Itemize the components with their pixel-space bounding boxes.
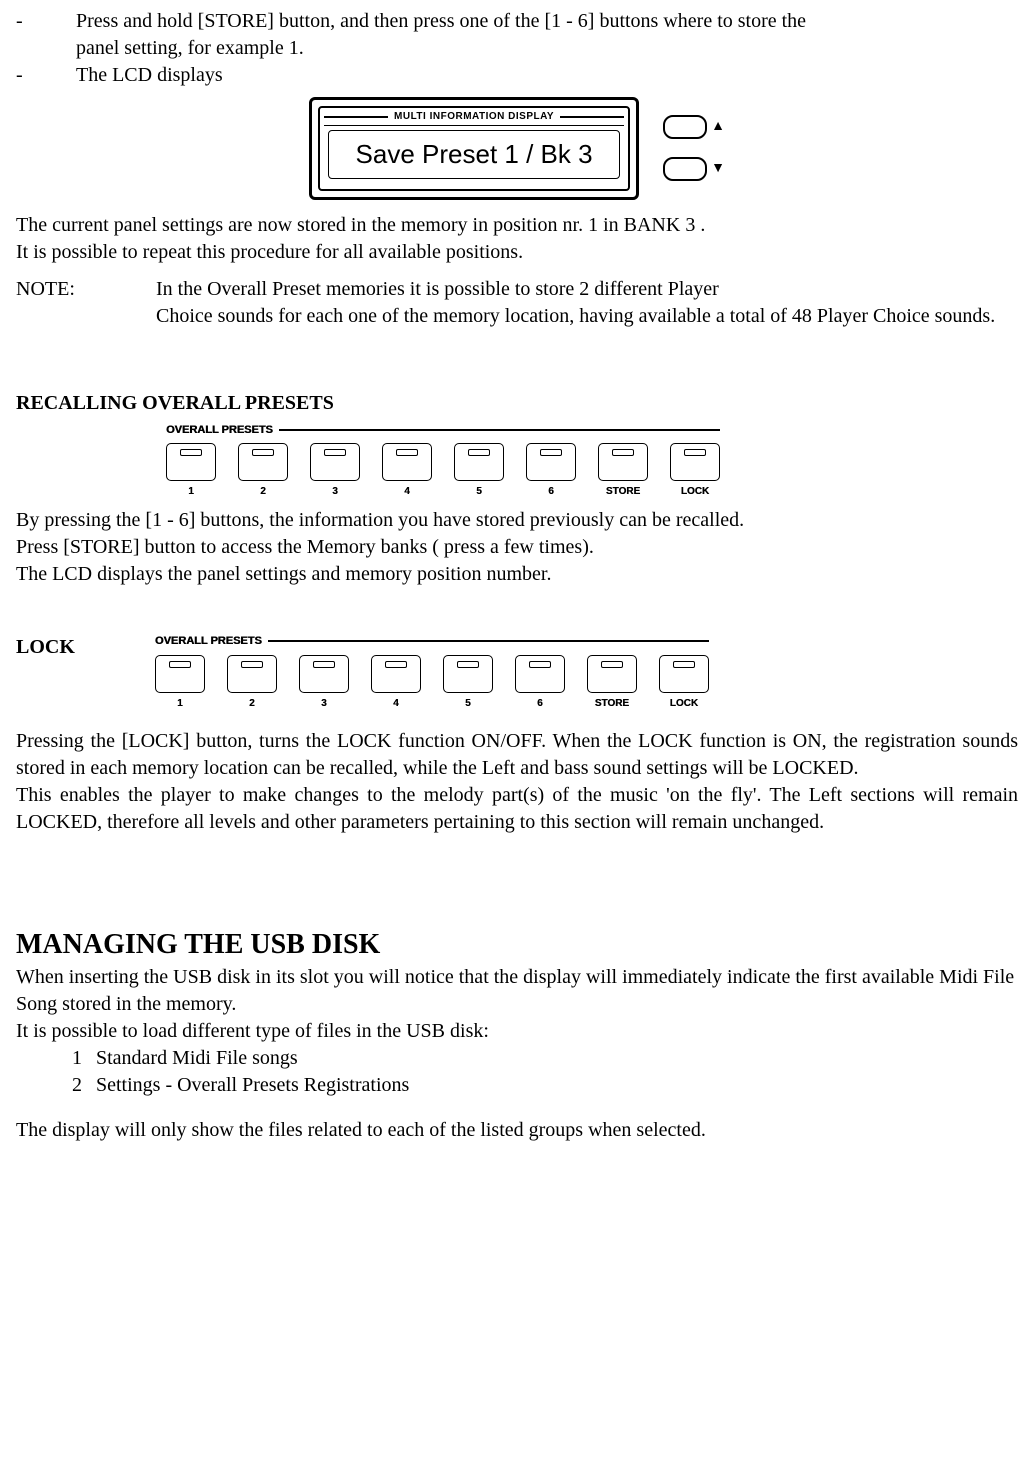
preset-4-button[interactable] bbox=[382, 443, 432, 481]
triangle-down-icon: ▼ bbox=[711, 160, 725, 179]
preset-3-button[interactable] bbox=[299, 655, 349, 693]
body-text: Choice sounds for each one of the memory… bbox=[156, 303, 1018, 330]
panel-header: OVERALL PRESETS bbox=[166, 423, 720, 438]
lcd-header-text: MULTI INFORMATION DISPLAY bbox=[394, 110, 554, 124]
dash: - bbox=[16, 8, 76, 62]
label: LOCK bbox=[681, 485, 709, 499]
lcd-nav-buttons: ▲ ▼ bbox=[663, 115, 725, 181]
lcd-frame: MULTI INFORMATION DISPLAY Save Preset 1 … bbox=[309, 97, 639, 200]
label: 4 bbox=[393, 697, 399, 711]
list-item: - The LCD displays bbox=[16, 62, 1018, 89]
label: 1 bbox=[188, 485, 194, 499]
preset-1-button[interactable] bbox=[155, 655, 205, 693]
body-text: This enables the player to make changes … bbox=[16, 782, 1018, 836]
preset-2-button[interactable] bbox=[238, 443, 288, 481]
preset-2-button[interactable] bbox=[227, 655, 277, 693]
label: STORE bbox=[595, 697, 629, 711]
lock-button[interactable] bbox=[670, 443, 720, 481]
section-heading: LOCK bbox=[16, 628, 75, 661]
section-heading: MANAGING THE USB DISK bbox=[16, 926, 1018, 964]
note-block: NOTE: In the Overall Preset memories it … bbox=[16, 276, 1018, 330]
store-button[interactable] bbox=[587, 655, 637, 693]
label: 4 bbox=[404, 485, 410, 499]
overall-presets-panel: OVERALL PRESETS 1 2 3 4 5 6 STORE LOCK bbox=[166, 423, 720, 499]
body-text: Pressing the [LOCK] button, turns the LO… bbox=[16, 728, 1018, 782]
label: 5 bbox=[465, 697, 471, 711]
list-item: 1 Standard Midi File songs bbox=[66, 1045, 1018, 1072]
text: panel setting, for example 1. bbox=[76, 37, 304, 59]
store-button[interactable] bbox=[598, 443, 648, 481]
text: Press and hold [STORE] button, and then … bbox=[76, 10, 806, 32]
overall-presets-panel: OVERALL PRESETS 1 2 3 4 5 6 STORE LOCK bbox=[155, 634, 709, 710]
body-text: Press [STORE] button to access the Memor… bbox=[16, 534, 1018, 561]
panel-header: OVERALL PRESETS bbox=[155, 634, 709, 649]
label: 3 bbox=[332, 485, 338, 499]
list-number: 2 bbox=[66, 1072, 82, 1099]
preset-1-button[interactable] bbox=[166, 443, 216, 481]
body-text: The display will only show the files rel… bbox=[16, 1117, 1018, 1144]
label: 6 bbox=[548, 485, 554, 499]
body-text: Press and hold [STORE] button, and then … bbox=[76, 8, 1018, 62]
body-text: In the Overall Preset memories it is pos… bbox=[156, 276, 1018, 303]
body-text: The current panel settings are now store… bbox=[16, 212, 1018, 239]
label: 2 bbox=[260, 485, 266, 499]
label: 1 bbox=[177, 697, 183, 711]
body-text: By pressing the [1 - 6] buttons, the inf… bbox=[16, 507, 1018, 534]
body-text: It is possible to load different type of… bbox=[16, 1018, 1018, 1045]
label: 6 bbox=[537, 697, 543, 711]
lcd-illustration: MULTI INFORMATION DISPLAY Save Preset 1 … bbox=[16, 97, 1018, 200]
lcd-content: Save Preset 1 / Bk 3 bbox=[328, 130, 620, 179]
lcd-header: MULTI INFORMATION DISPLAY bbox=[324, 110, 624, 126]
list-item: 2 Settings - Overall Presets Registratio… bbox=[66, 1072, 1018, 1099]
preset-3-button[interactable] bbox=[310, 443, 360, 481]
preset-6-button[interactable] bbox=[526, 443, 576, 481]
body-text: Standard Midi File songs bbox=[96, 1045, 298, 1072]
preset-5-button[interactable] bbox=[454, 443, 504, 481]
label: STORE bbox=[606, 485, 640, 499]
down-button[interactable] bbox=[663, 157, 707, 181]
body-text: The LCD displays the panel settings and … bbox=[16, 561, 1018, 588]
body-text: The LCD displays bbox=[76, 62, 1018, 89]
label: 5 bbox=[476, 485, 482, 499]
preset-6-button[interactable] bbox=[515, 655, 565, 693]
panel-header-text: OVERALL PRESETS bbox=[166, 423, 273, 438]
list-item: - Press and hold [STORE] button, and the… bbox=[16, 8, 1018, 62]
triangle-up-icon: ▲ bbox=[711, 118, 725, 137]
body-text: When inserting the USB disk in its slot … bbox=[16, 964, 1018, 1018]
dash: - bbox=[16, 62, 76, 89]
note-label: NOTE: bbox=[16, 276, 156, 330]
preset-5-button[interactable] bbox=[443, 655, 493, 693]
body-text: Settings - Overall Presets Registrations bbox=[96, 1072, 409, 1099]
label: 2 bbox=[249, 697, 255, 711]
label: 3 bbox=[321, 697, 327, 711]
body-text: It is possible to repeat this procedure … bbox=[16, 239, 1018, 266]
panel-header-text: OVERALL PRESETS bbox=[155, 634, 262, 649]
section-heading: RECALLING OVERALL PRESETS bbox=[16, 390, 1018, 417]
list-number: 1 bbox=[66, 1045, 82, 1072]
lock-button[interactable] bbox=[659, 655, 709, 693]
up-button[interactable] bbox=[663, 115, 707, 139]
preset-4-button[interactable] bbox=[371, 655, 421, 693]
label: LOCK bbox=[670, 697, 698, 711]
